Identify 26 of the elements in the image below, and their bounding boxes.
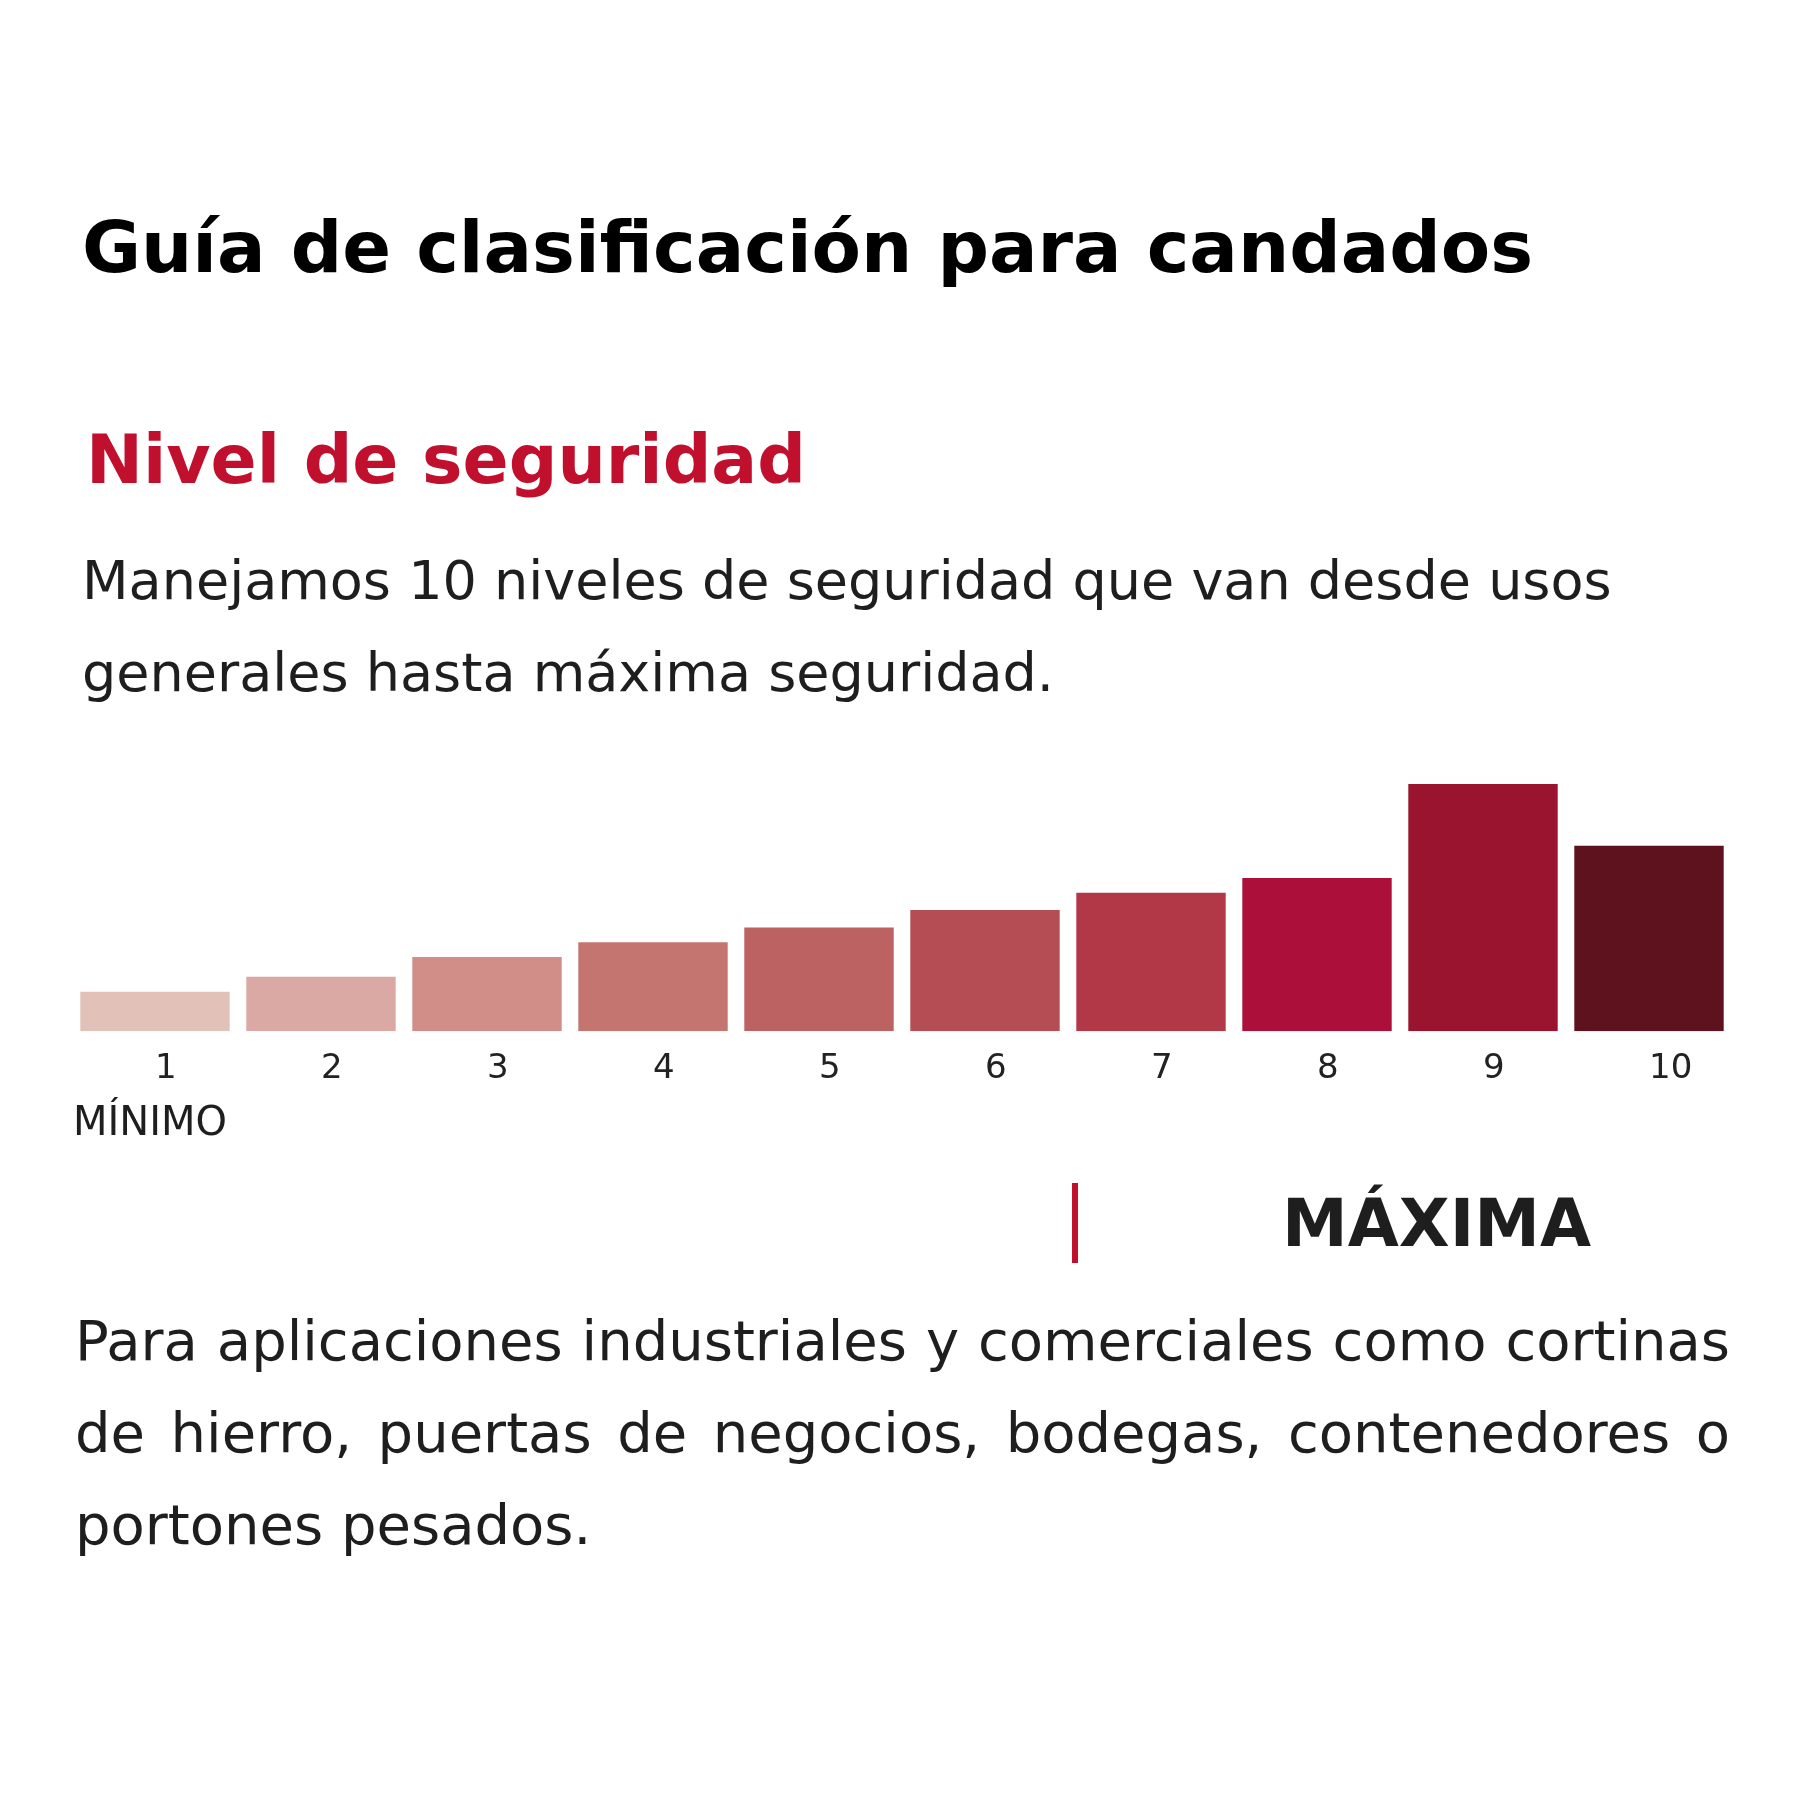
bar bbox=[1242, 877, 1392, 1032]
bar bbox=[1574, 845, 1724, 1032]
bar bbox=[1076, 892, 1226, 1032]
text: MÁXIMA bbox=[1282, 1185, 1591, 1262]
bar bbox=[246, 976, 396, 1032]
x-tick-label: 1 bbox=[155, 1046, 177, 1087]
x-tick-label: 10 bbox=[1649, 1046, 1693, 1087]
bar bbox=[910, 910, 1060, 1032]
bar bbox=[1408, 784, 1558, 1032]
x-tick-label: 7 bbox=[1151, 1046, 1173, 1087]
bar bbox=[578, 942, 728, 1032]
x-tick-label: 6 bbox=[985, 1046, 1007, 1087]
x-tick-label: 5 bbox=[819, 1046, 841, 1087]
text: MÍNIMO bbox=[73, 1098, 228, 1144]
x-tick-label: 9 bbox=[1483, 1046, 1505, 1087]
x-tick-label: 8 bbox=[1317, 1046, 1339, 1087]
x-tick-label: 2 bbox=[321, 1046, 343, 1087]
text: Para aplicaciones industriales y comerciales como cortinas de hierro, puertas de negocios, bodegas, contenedores o portones pesados. bbox=[75, 1307, 1730, 1559]
text: Manejamos 10 niveles de seguridad que van desde usos generales hasta máxima seguridad. bbox=[82, 548, 1613, 706]
x-tick-label: 4 bbox=[653, 1046, 675, 1087]
chart-subtitle: Nivel de seguridad bbox=[86, 420, 806, 499]
bar bbox=[80, 991, 230, 1032]
chart-title: Guía de clasificación para candados bbox=[82, 205, 1534, 289]
x-tick-label: 3 bbox=[487, 1046, 509, 1087]
bar bbox=[744, 927, 894, 1032]
bar bbox=[412, 957, 562, 1032]
